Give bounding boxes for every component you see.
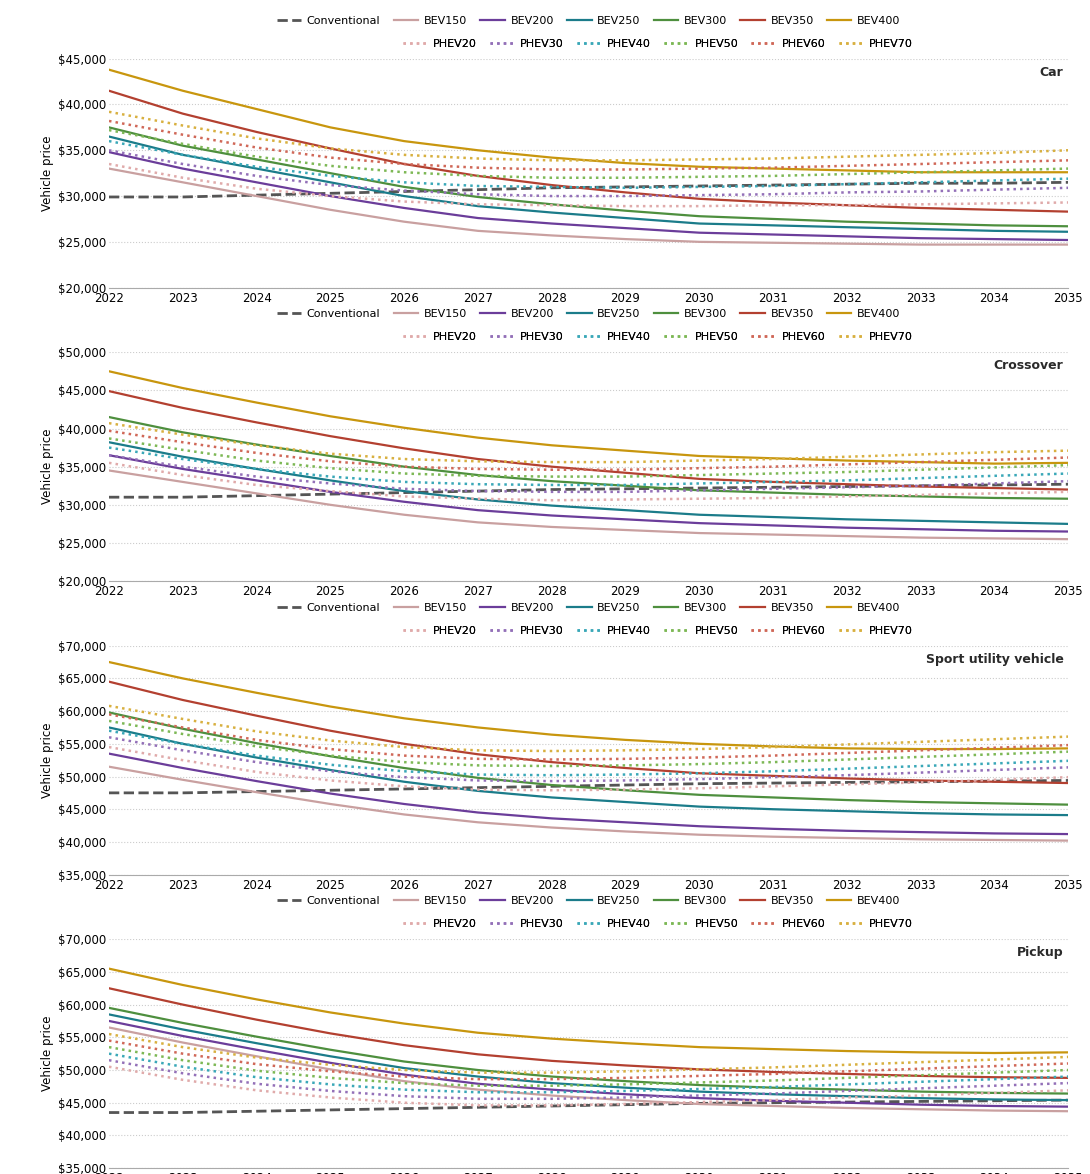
Text: Crossover: Crossover bbox=[994, 359, 1064, 372]
Text: Sport utility vehicle: Sport utility vehicle bbox=[925, 653, 1064, 666]
Legend: PHEV20, PHEV30, PHEV40, PHEV50, PHEV60, PHEV70: PHEV20, PHEV30, PHEV40, PHEV50, PHEV60, … bbox=[403, 332, 912, 342]
Legend: PHEV20, PHEV30, PHEV40, PHEV50, PHEV60, PHEV70: PHEV20, PHEV30, PHEV40, PHEV50, PHEV60, … bbox=[403, 39, 912, 48]
Y-axis label: Vehicle price: Vehicle price bbox=[40, 722, 53, 798]
Legend: PHEV20, PHEV30, PHEV40, PHEV50, PHEV60, PHEV70: PHEV20, PHEV30, PHEV40, PHEV50, PHEV60, … bbox=[403, 919, 912, 929]
Legend: PHEV20, PHEV30, PHEV40, PHEV50, PHEV60, PHEV70: PHEV20, PHEV30, PHEV40, PHEV50, PHEV60, … bbox=[403, 626, 912, 635]
Text: Car: Car bbox=[1040, 66, 1064, 79]
Y-axis label: Vehicle price: Vehicle price bbox=[40, 429, 53, 505]
Y-axis label: Vehicle price: Vehicle price bbox=[40, 135, 53, 211]
Text: Pickup: Pickup bbox=[1017, 946, 1064, 959]
Y-axis label: Vehicle price: Vehicle price bbox=[40, 1016, 53, 1092]
